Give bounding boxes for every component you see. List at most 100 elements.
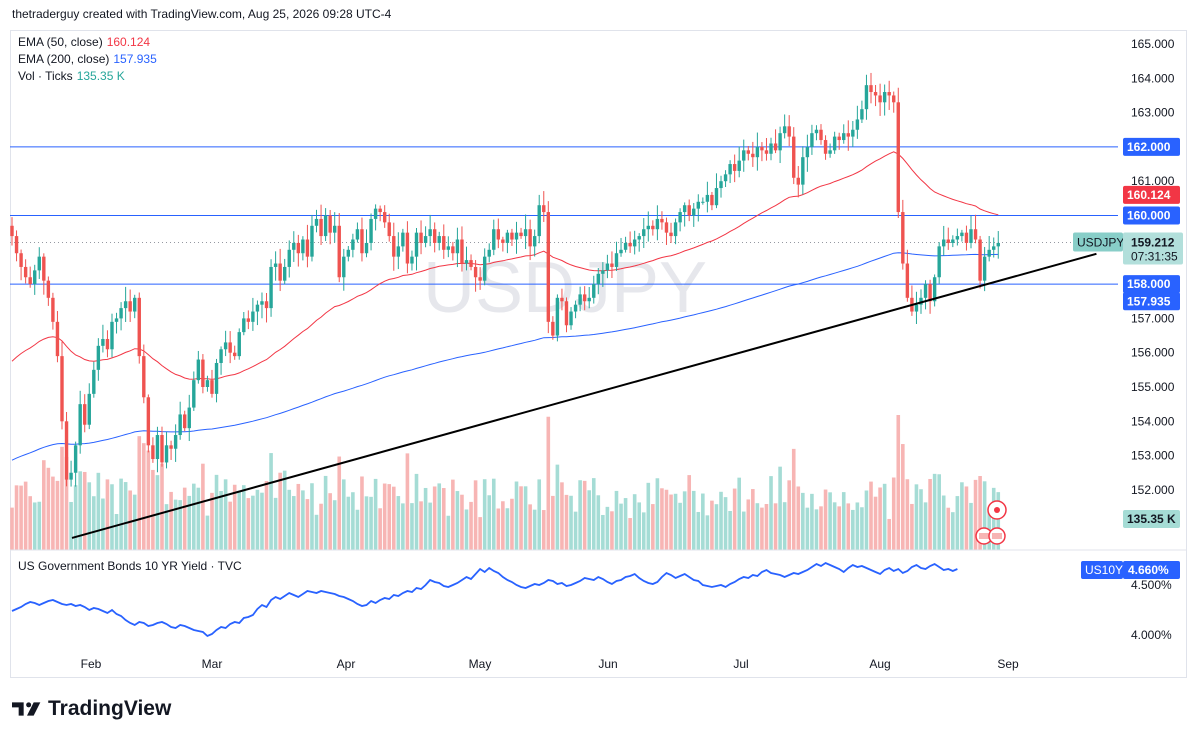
volume-bar (110, 484, 114, 550)
candle-body (469, 260, 473, 267)
volume-bar (960, 482, 964, 550)
candle-body (137, 297, 141, 357)
candle-body (219, 349, 223, 363)
candle-body (78, 404, 82, 446)
volume-bar (14, 485, 19, 550)
volume-tag: 135.35 K (1127, 512, 1176, 526)
volume-bar (410, 503, 414, 550)
volume-bar (96, 472, 101, 550)
volume-bar (569, 495, 573, 550)
yield-tick-label: 4.000% (1131, 628, 1172, 642)
legend-ema50[interactable]: EMA (50, close) 160.124 (18, 35, 150, 49)
candle-body (651, 225, 655, 230)
volume-bar (791, 448, 796, 550)
legend-vol-label: Vol · Ticks (18, 69, 73, 83)
volume-bar (201, 463, 205, 550)
volume-bar (119, 478, 123, 550)
tradingview-logo[interactable]: TradingView (12, 697, 171, 721)
volume-bar (391, 486, 396, 550)
volume-bar (23, 481, 28, 550)
candle-body (914, 304, 919, 312)
time-tick-label: Sep (997, 657, 1019, 671)
volume-bar (155, 475, 160, 550)
volume-bar (387, 484, 392, 550)
candle-body (742, 150, 746, 161)
level-158-tag-bg (1123, 275, 1180, 294)
candle-body (214, 362, 219, 394)
candle-body (205, 380, 210, 387)
legend-yield[interactable]: US Government Bonds 10 YR Yield · TVC (18, 559, 242, 573)
candle-body (178, 414, 182, 436)
volume-bar (996, 492, 1001, 550)
candle-body (119, 308, 123, 319)
volume-bar (855, 502, 860, 550)
ema200-tag: 157.935 (1127, 294, 1171, 308)
volume-bar (896, 415, 901, 550)
time-tick-label: Aug (869, 657, 890, 671)
candle-body (787, 126, 791, 137)
volume-bar (214, 474, 219, 550)
volume-bar (801, 492, 805, 550)
volume-bar (537, 479, 542, 550)
candle-body (323, 215, 328, 237)
candle-body (183, 414, 187, 429)
candle-body (932, 277, 937, 302)
candle-body (328, 215, 332, 233)
candle-body (764, 150, 769, 154)
volume-bar (937, 474, 941, 550)
candle-body (414, 232, 419, 257)
volume-bar (273, 497, 278, 550)
volume-bar (419, 501, 423, 550)
volume-bar (660, 488, 664, 550)
candle-body (287, 249, 291, 267)
candle-body (760, 146, 764, 151)
volume-bar (696, 511, 701, 550)
volume-bar (219, 490, 223, 550)
candle-body (582, 294, 587, 302)
volume-bar (55, 480, 60, 550)
candle-body (828, 150, 832, 154)
volume-bar (787, 480, 791, 550)
candle-body (255, 304, 260, 312)
level-160-tag-bg (1123, 206, 1180, 225)
candle-body (769, 143, 773, 154)
candle-body (283, 266, 287, 281)
volume-bar (546, 416, 551, 550)
candle-body (73, 445, 78, 473)
volume-bar (778, 466, 782, 550)
volume-bar (864, 490, 869, 550)
volume-bar (314, 514, 319, 550)
candle-body (301, 239, 305, 254)
candle-body (882, 92, 887, 103)
volume-bar (278, 472, 282, 550)
candle-body (401, 232, 405, 247)
candle-body (314, 218, 319, 226)
time-tick-label: Mar (202, 657, 223, 671)
candle-body (973, 229, 978, 240)
ema-200-line (11, 252, 999, 461)
volume-bar (587, 490, 592, 550)
candle-body (892, 95, 896, 103)
price-tick-label: 153.000 (1131, 449, 1175, 463)
volume-bar (51, 476, 55, 550)
volume-bar (464, 509, 469, 550)
candle-body (519, 232, 523, 237)
volume-bar (601, 514, 605, 550)
candle-body (382, 212, 387, 223)
candle-body (551, 321, 555, 336)
tradingview-brand: TradingView (48, 697, 172, 720)
legend-vol[interactable]: Vol · Ticks 135.35 K (18, 69, 125, 83)
candle-body (114, 318, 119, 322)
volume-bar (246, 498, 251, 550)
candle-body (596, 273, 601, 285)
candle-body (901, 212, 905, 264)
legend-ema200[interactable]: EMA (200, close) 157.935 (18, 52, 157, 66)
candle-body (614, 253, 619, 267)
candle-body (392, 236, 396, 257)
volume-bar (196, 487, 201, 550)
candle-body (242, 318, 246, 333)
candle-body (937, 246, 941, 278)
volume-bar (728, 510, 732, 550)
volume-bar (64, 456, 69, 550)
